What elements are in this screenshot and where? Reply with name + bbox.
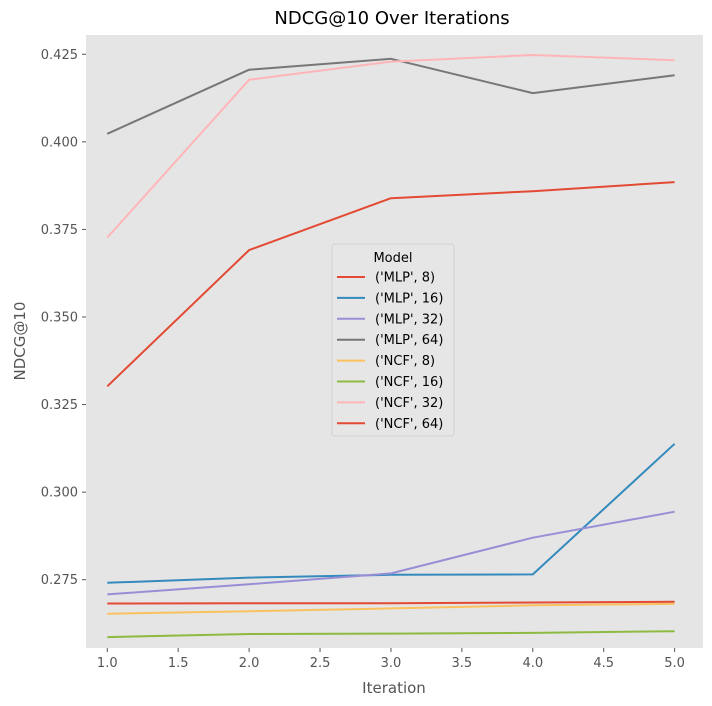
legend-box — [331, 243, 455, 437]
y-axis: 0.275 0.300 0.325 0.350 0.375 0.400 0.425 — [41, 48, 86, 588]
x-tick-label: 2.5 — [310, 656, 331, 671]
series-line — [106, 54, 675, 239]
series-lines — [106, 54, 676, 639]
y-tick-label: 0.425 — [41, 48, 78, 63]
series-line — [106, 181, 675, 388]
x-axis-label: Iteration — [362, 679, 426, 697]
x-tick-label: 1.5 — [168, 656, 189, 671]
legend-label: ('MLP', 32) — [375, 312, 443, 327]
series-line — [106, 57, 675, 135]
series-line — [107, 630, 675, 639]
legend-label: ('MLP', 64) — [375, 333, 443, 348]
x-tick-label: 1.0 — [97, 656, 118, 671]
chart-title: NDCG@10 Over Iterations — [274, 8, 509, 29]
x-axis: 1.0 1.5 2.0 2.5 3.0 3.5 4.0 4.5 5.0 — [97, 648, 685, 671]
x-tick-label: 5.0 — [664, 656, 685, 671]
series-line — [107, 510, 675, 596]
series-line — [107, 600, 675, 605]
legend-label: ('NCF', 8) — [375, 354, 435, 369]
y-tick-label: 0.325 — [41, 398, 78, 413]
series-line — [107, 443, 676, 584]
y-tick-label: 0.350 — [41, 310, 78, 325]
legend-label: ('NCF', 32) — [375, 396, 443, 411]
y-tick-label: 0.300 — [41, 486, 78, 501]
x-tick-label: 3.0 — [381, 656, 402, 671]
y-axis-label: NDCG@10 — [11, 302, 29, 381]
y-tick-label: 0.275 — [41, 573, 78, 588]
legend-label: ('NCF', 64) — [375, 417, 443, 432]
x-tick-label: 4.0 — [522, 656, 543, 671]
x-tick-label: 4.5 — [593, 656, 614, 671]
legend-entries: ('MLP', 8) ('MLP', 16) ('MLP', 32) ('MLP', … — [337, 271, 443, 432]
legend-title: Model — [373, 251, 412, 266]
y-tick-label: 0.400 — [41, 135, 78, 150]
y-tick-label: 0.375 — [41, 223, 78, 238]
legend-label: ('NCF', 16) — [375, 375, 443, 390]
x-tick-label: 3.5 — [452, 656, 473, 671]
legend-label: ('MLP', 16) — [375, 291, 443, 306]
legend: Model ('MLP', 8)('MLP', 16)('MLP', 32)('… — [331, 243, 455, 437]
series-line — [107, 602, 675, 615]
legend-label: ('MLP', 8) — [375, 271, 435, 286]
x-tick-label: 2.0 — [239, 656, 260, 671]
